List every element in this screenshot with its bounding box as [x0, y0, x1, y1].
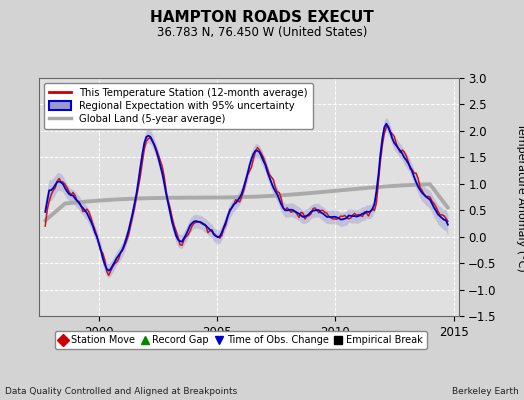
- Text: Berkeley Earth: Berkeley Earth: [452, 387, 519, 396]
- Text: 36.783 N, 76.450 W (United States): 36.783 N, 76.450 W (United States): [157, 26, 367, 39]
- Text: HAMPTON ROADS EXECUT: HAMPTON ROADS EXECUT: [150, 10, 374, 25]
- Legend: This Temperature Station (12-month average), Regional Expectation with 95% uncer: This Temperature Station (12-month avera…: [45, 83, 313, 129]
- Text: Data Quality Controlled and Aligned at Breakpoints: Data Quality Controlled and Aligned at B…: [5, 387, 237, 396]
- Y-axis label: Temperature Anomaly (°C): Temperature Anomaly (°C): [516, 123, 524, 271]
- Legend: Station Move, Record Gap, Time of Obs. Change, Empirical Break: Station Move, Record Gap, Time of Obs. C…: [56, 331, 427, 349]
